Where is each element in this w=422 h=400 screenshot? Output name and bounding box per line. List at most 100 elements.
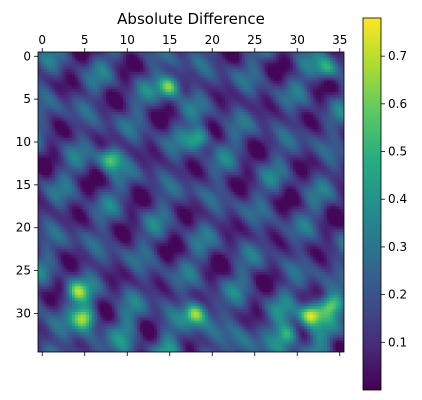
heatmap-cell <box>106 152 110 156</box>
heatmap-cell <box>264 137 268 141</box>
heatmap-cell <box>120 106 124 110</box>
heatmap-cell <box>66 137 70 141</box>
heatmap-cell <box>159 72 164 76</box>
heatmap-cell <box>83 126 87 130</box>
heatmap-cell <box>140 109 144 113</box>
heatmap-cell <box>261 57 266 61</box>
heatmap-cell <box>230 57 234 61</box>
heatmap-cell <box>191 54 195 59</box>
heatmap-cell <box>290 94 294 99</box>
heatmap-cell <box>69 52 73 56</box>
heatmap-cell <box>86 177 90 181</box>
heatmap-cell <box>120 112 124 116</box>
heatmap-cell <box>55 63 59 67</box>
heatmap-cell <box>137 60 141 64</box>
heatmap-cell <box>72 83 76 87</box>
heatmap-cell <box>307 86 311 90</box>
heatmap-cell <box>259 146 263 150</box>
heatmap-cell <box>108 120 113 124</box>
heatmap-cell <box>315 123 319 127</box>
heatmap-cell <box>40 174 45 179</box>
heatmap-cell <box>74 163 79 167</box>
heatmap-cell <box>94 174 98 179</box>
heatmap-cell <box>97 157 101 161</box>
heatmap-cell <box>264 109 268 113</box>
heatmap-cell <box>162 177 166 181</box>
heatmap-cell <box>338 174 342 179</box>
heatmap-cell <box>63 146 67 150</box>
heatmap-cell <box>281 77 285 81</box>
heatmap-cell <box>77 54 81 59</box>
heatmap-cell <box>111 77 115 81</box>
heatmap-cell <box>213 126 217 130</box>
heatmap-cell <box>233 166 237 170</box>
heatmap-cell <box>276 126 280 130</box>
heatmap-cell <box>225 72 229 76</box>
heatmap-cell <box>66 160 70 164</box>
heatmap-cell <box>242 72 246 76</box>
heatmap-cell <box>276 66 280 70</box>
heatmap-cell <box>151 89 155 93</box>
heatmap-cell <box>233 74 237 79</box>
heatmap-cell <box>185 152 189 156</box>
heatmap-cell <box>244 63 249 67</box>
heatmap-cell <box>145 77 149 81</box>
heatmap-cell <box>193 137 198 141</box>
heatmap-cell <box>106 57 110 61</box>
heatmap-cell <box>219 83 223 87</box>
heatmap-cell <box>284 112 288 116</box>
heatmap-cell <box>287 100 291 104</box>
heatmap-cell <box>165 66 169 70</box>
heatmap-cell <box>327 177 331 181</box>
heatmap-cell <box>244 57 249 61</box>
heatmap-cell <box>63 72 67 76</box>
heatmap-cell <box>205 134 209 139</box>
heatmap-cell <box>307 166 311 170</box>
heatmap-cell <box>230 72 234 76</box>
heatmap-cell <box>276 52 280 56</box>
heatmap-cell <box>301 129 305 133</box>
heatmap-cell <box>230 77 234 81</box>
heatmap-cell <box>60 86 64 90</box>
heatmap-cell <box>91 52 96 56</box>
heatmap-cell <box>131 52 135 56</box>
heatmap-cell <box>91 92 96 96</box>
heatmap-cell <box>63 149 67 153</box>
heatmap-cell <box>134 112 138 116</box>
heatmap-cell <box>89 60 93 64</box>
heatmap-cell <box>312 143 317 147</box>
heatmap-cell <box>145 126 149 130</box>
heatmap-cell <box>341 97 344 101</box>
heatmap-cell <box>83 172 87 176</box>
heatmap-cell <box>278 146 283 150</box>
heatmap-cell <box>193 94 198 99</box>
heatmap-cell <box>182 89 186 93</box>
heatmap-cell <box>312 74 317 79</box>
heatmap-cell <box>148 57 152 61</box>
heatmap-cell <box>304 63 308 67</box>
heatmap-cell <box>261 126 266 130</box>
heatmap-cell <box>213 157 217 161</box>
heatmap-cell <box>40 106 45 110</box>
heatmap-cell <box>199 123 203 127</box>
heatmap-cell <box>106 134 110 139</box>
heatmap-cell <box>264 134 268 139</box>
heatmap-cell <box>89 112 93 116</box>
heatmap-cell <box>94 63 98 67</box>
heatmap-cell <box>114 94 118 99</box>
heatmap-cell <box>312 132 317 136</box>
heatmap-cell <box>210 177 215 181</box>
heatmap-cell <box>259 172 263 176</box>
heatmap-cell <box>329 172 334 176</box>
heatmap-cell <box>284 129 288 133</box>
heatmap-cell <box>179 109 183 113</box>
heatmap-cell <box>151 92 155 96</box>
heatmap-cell <box>40 60 45 64</box>
heatmap-cell <box>307 169 311 173</box>
heatmap-cell <box>55 97 59 101</box>
heatmap-cell <box>290 143 294 147</box>
heatmap-cell <box>140 172 144 176</box>
heatmap-cell <box>264 86 268 90</box>
heatmap-cell <box>40 80 45 84</box>
heatmap-cell <box>307 154 311 159</box>
